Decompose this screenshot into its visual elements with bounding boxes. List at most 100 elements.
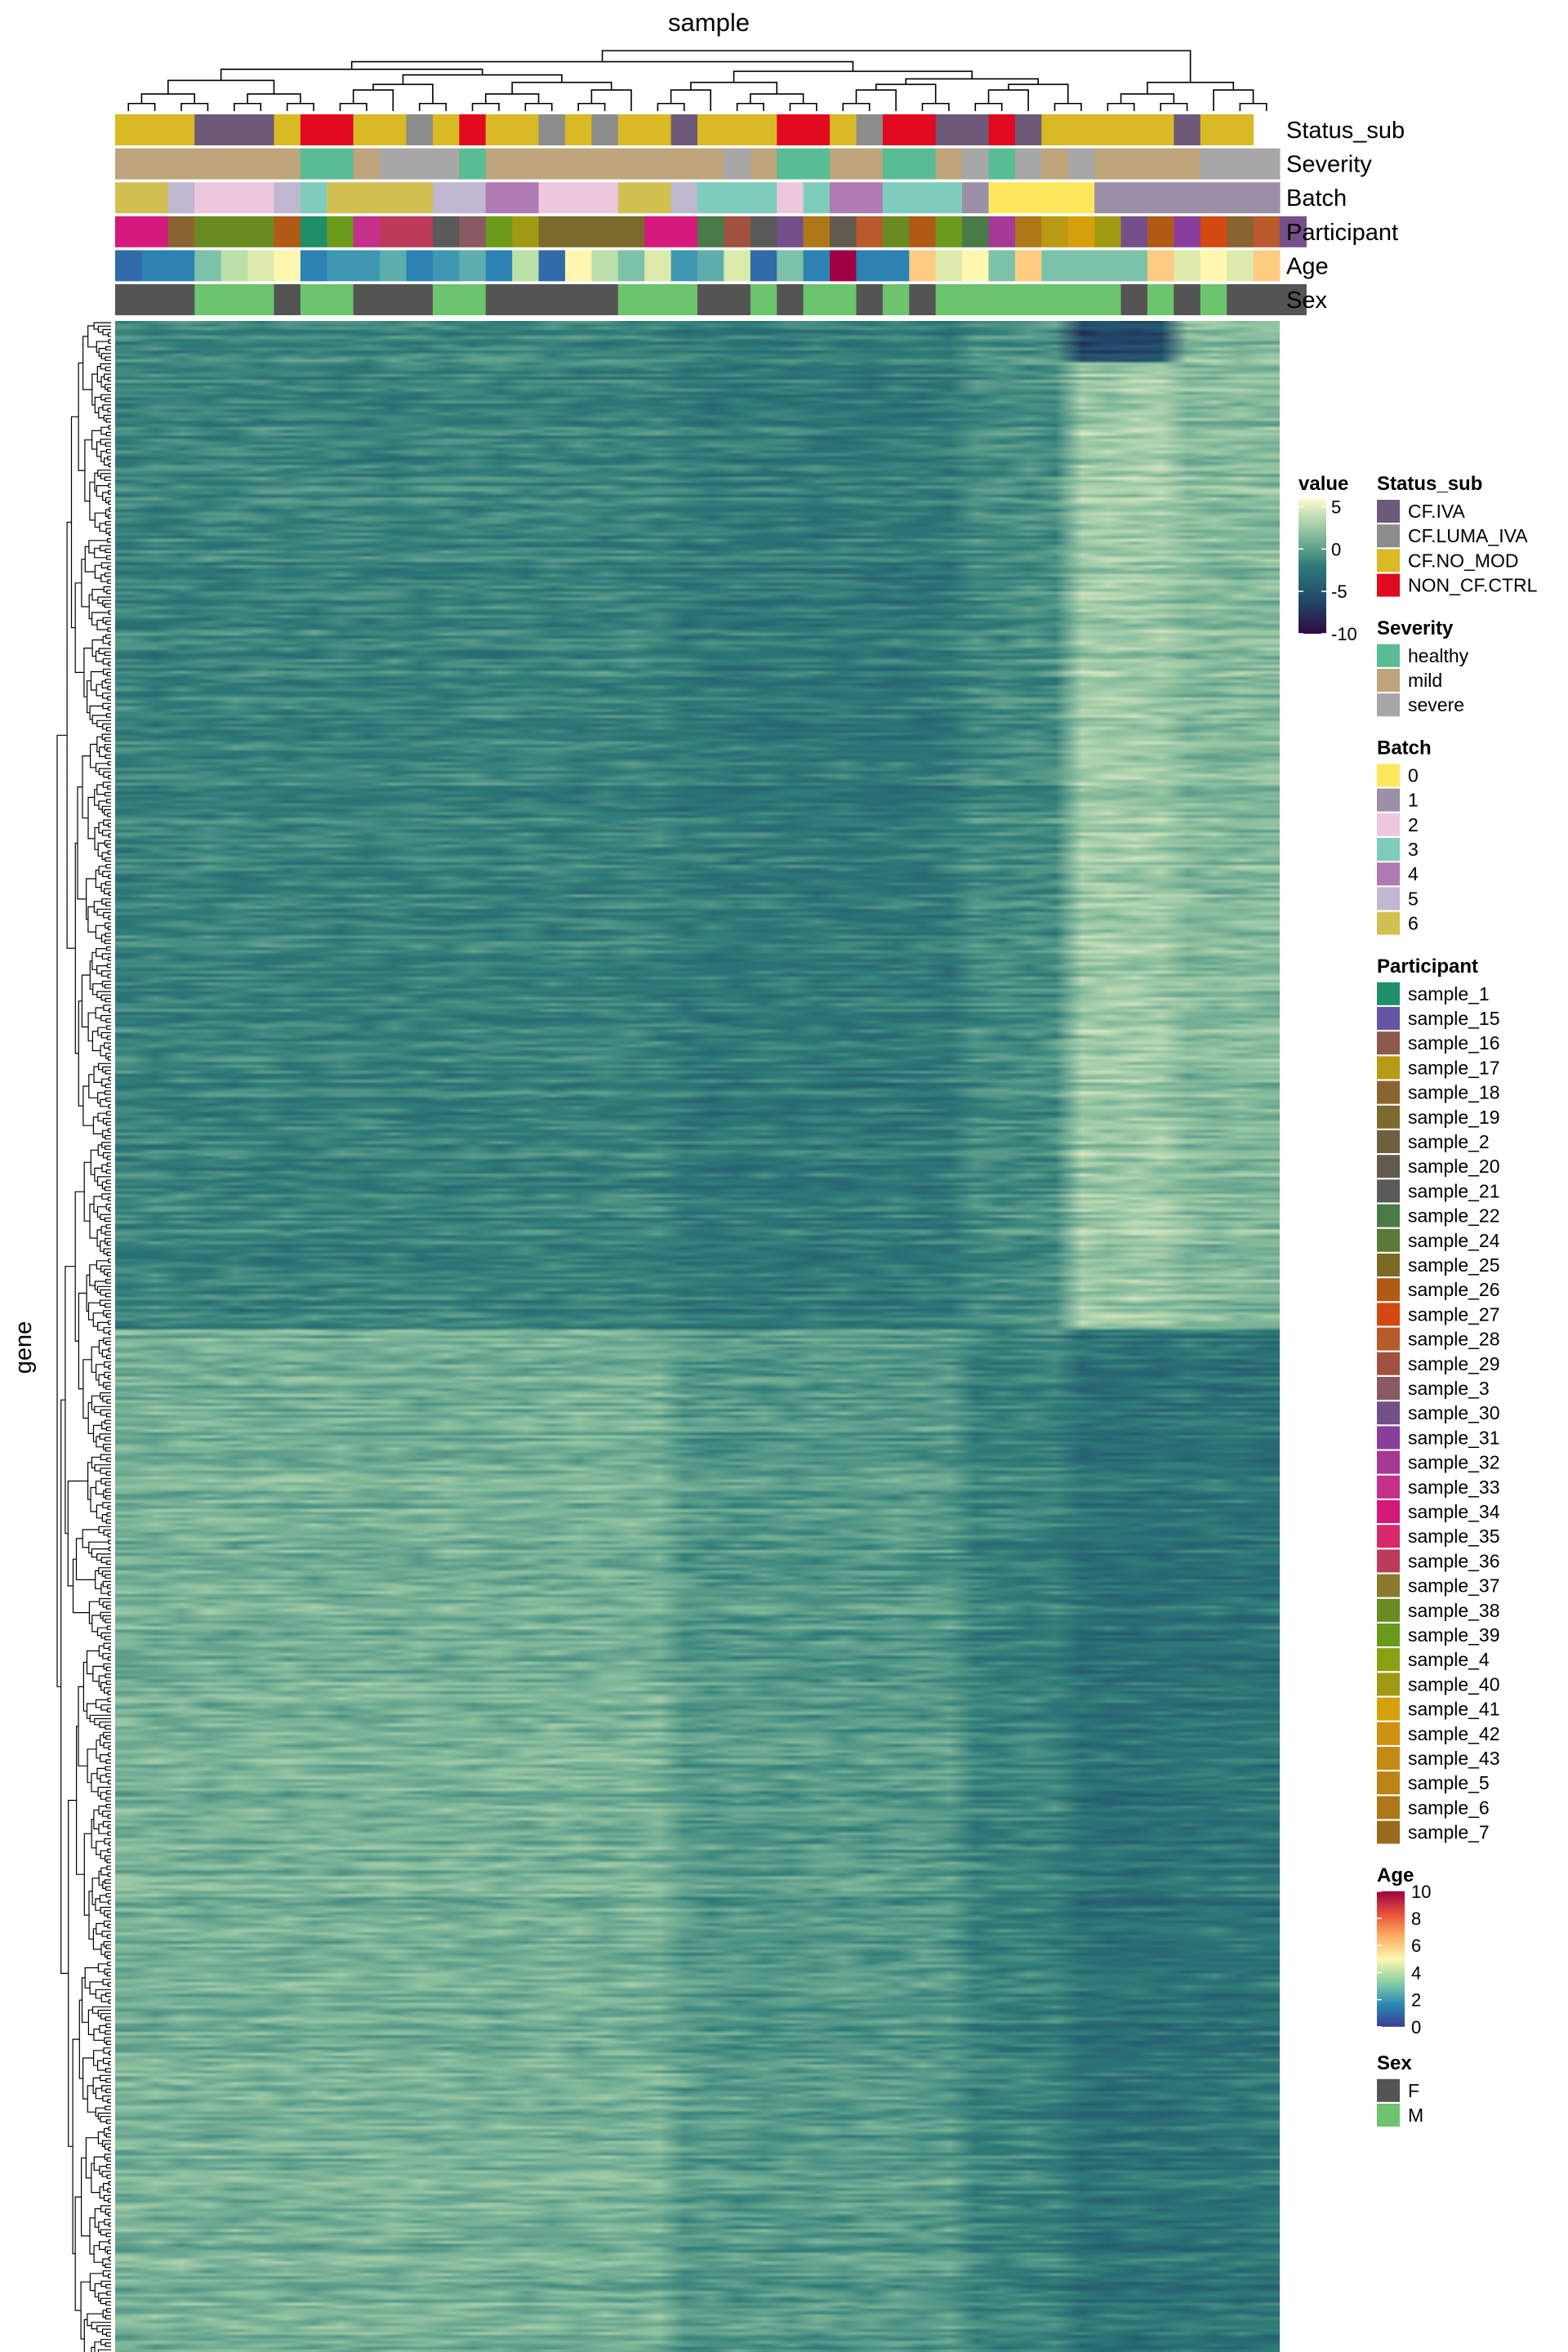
legend-label: 5 <box>1408 888 1419 909</box>
legend-swatch <box>1377 1500 1400 1523</box>
legend-title: Status_sub <box>1377 473 1482 495</box>
track-cell <box>300 284 354 315</box>
track-cell <box>777 148 831 180</box>
track-cell <box>115 284 195 315</box>
track-cell <box>459 216 487 247</box>
legend-label: 3 <box>1408 839 1419 860</box>
legend-swatch <box>1377 1820 1400 1844</box>
track-cell <box>1014 216 1042 247</box>
legend-swatch <box>1377 549 1400 572</box>
legend-swatch <box>1377 1007 1400 1030</box>
dendrogram-link <box>1054 102 1082 111</box>
legend-swatch <box>1377 669 1400 692</box>
track-cell <box>512 250 540 282</box>
track-cell <box>962 250 989 282</box>
dendrogram-link <box>402 74 563 85</box>
dendrogram-link <box>471 102 500 111</box>
track-batch <box>115 182 1281 214</box>
track-cell <box>538 182 619 214</box>
dendrogram-link <box>1213 89 1254 111</box>
track-cell <box>1200 216 1227 247</box>
track-cell <box>512 216 540 247</box>
legend-swatch <box>1377 1598 1400 1622</box>
legend-label: sample_27 <box>1408 1303 1500 1325</box>
track-cell <box>670 250 698 282</box>
track-cell <box>777 216 804 247</box>
dendrogram-link <box>127 102 156 111</box>
track-cell <box>1120 284 1148 315</box>
track-cell <box>194 284 274 315</box>
dendrogram-link <box>657 102 685 111</box>
legend-swatch <box>1377 1155 1400 1178</box>
dendrogram-link <box>372 83 434 104</box>
track-cell <box>327 216 354 247</box>
track-cell <box>194 250 222 282</box>
track-label: Age <box>1286 253 1329 279</box>
legend-swatch <box>1377 764 1400 787</box>
legend-swatch <box>1377 1080 1400 1104</box>
dendrogram-link <box>140 93 196 104</box>
dendrogram-link <box>524 102 553 111</box>
dendrogram-link <box>220 69 483 81</box>
track-cell <box>909 250 937 282</box>
legend-label: sample_15 <box>1408 1008 1500 1029</box>
track-cell <box>220 250 248 282</box>
dendrogram-link <box>670 89 712 111</box>
legend-label: sample_29 <box>1408 1353 1500 1374</box>
track-cell <box>962 182 989 214</box>
track-cell <box>882 250 910 282</box>
dendrogram-link <box>577 102 606 111</box>
track-cell <box>724 250 751 282</box>
track-cell <box>380 216 434 247</box>
track-cell <box>803 284 857 315</box>
legend-label: sample_33 <box>1408 1477 1500 1498</box>
legend-swatch <box>1377 1105 1400 1129</box>
track-cell <box>1227 250 1254 282</box>
track-cell <box>194 182 274 214</box>
track-cell <box>353 284 434 315</box>
legend-label: CF.NO_MOD <box>1408 550 1518 571</box>
track-cell <box>194 216 274 247</box>
dendrogram-link <box>339 102 368 111</box>
legend-title: Participant <box>1377 956 1478 978</box>
dendrogram-link <box>1147 82 1235 95</box>
track-cell <box>300 250 327 282</box>
track-cell <box>988 250 1016 282</box>
legend-label: sample_35 <box>1408 1526 1500 1547</box>
track-cell <box>856 284 884 315</box>
legend-title: Age <box>1377 1864 1414 1886</box>
track-cell <box>406 114 434 145</box>
track-cell <box>327 182 434 214</box>
track-cell <box>803 216 831 247</box>
track-cell <box>115 216 169 247</box>
track-cell <box>1147 284 1174 315</box>
legend-swatch <box>1377 1377 1400 1400</box>
annotation-legends: Status_sub CF.IVA CF.LUMA_IVA CF.NO_MOD NON_… <box>1377 473 1538 2127</box>
track-cell <box>617 182 672 214</box>
legend-swatch <box>1377 693 1400 717</box>
track-cell <box>935 216 963 247</box>
legend-swatch <box>1377 1525 1400 1548</box>
legend-swatch <box>1377 1648 1400 1672</box>
track-cell <box>432 250 460 282</box>
dendrogram-link <box>905 78 1040 85</box>
legend-swatch <box>1377 2104 1400 2127</box>
column-dendrogram <box>127 50 1267 111</box>
track-cell <box>167 250 195 282</box>
legend-swatch <box>1377 887 1400 911</box>
dendrogram-link <box>974 102 1003 111</box>
column-axis-title: sample <box>668 8 750 37</box>
track-cell <box>432 284 487 315</box>
legend-swatch <box>1377 1673 1400 1696</box>
track-cell <box>1200 148 1281 180</box>
legend-label: sample_16 <box>1408 1032 1500 1054</box>
value-tick-label: 0 <box>1331 539 1341 559</box>
dendrogram-link <box>1008 83 1069 104</box>
track-cell <box>274 284 301 315</box>
legend-label: sample_1 <box>1408 983 1490 1004</box>
dendrogram-link <box>1107 102 1135 111</box>
legend-label: sample_24 <box>1408 1230 1500 1251</box>
track-cell <box>353 216 381 247</box>
track-cell <box>962 216 989 247</box>
